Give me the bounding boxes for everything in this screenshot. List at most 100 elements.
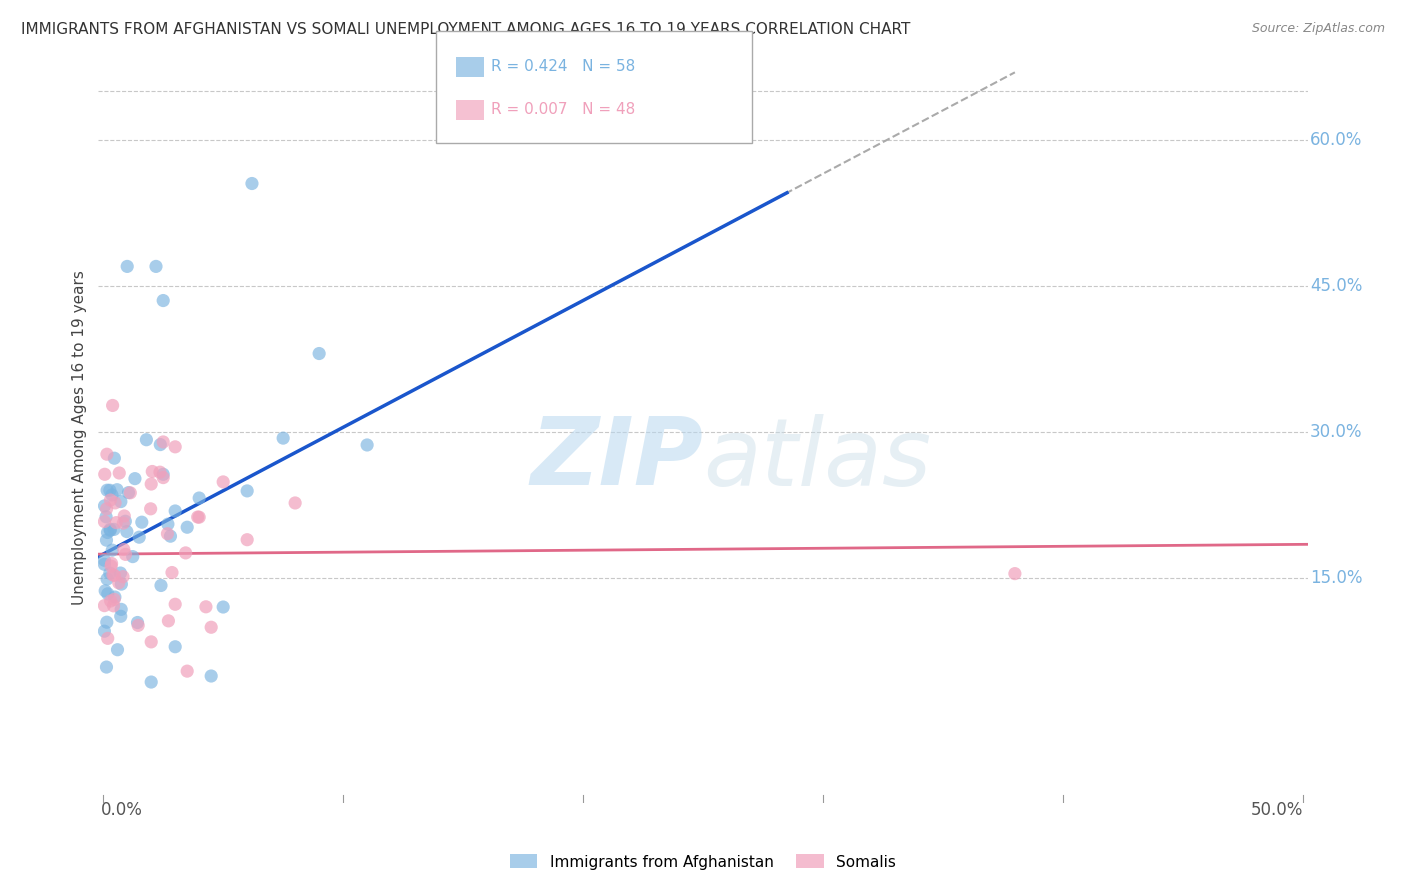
Point bbox=[212, 600, 235, 615]
Point bbox=[100, 594, 122, 608]
Point bbox=[124, 472, 146, 486]
Point bbox=[108, 466, 131, 480]
Point bbox=[103, 599, 125, 613]
Text: Source: ZipAtlas.com: Source: ZipAtlas.com bbox=[1251, 22, 1385, 36]
Point bbox=[149, 437, 172, 451]
Point bbox=[96, 615, 118, 630]
Point bbox=[356, 438, 378, 452]
Point bbox=[176, 664, 198, 678]
Legend: Immigrants from Afghanistan, Somalis: Immigrants from Afghanistan, Somalis bbox=[503, 848, 903, 876]
Point bbox=[115, 524, 138, 539]
Point bbox=[157, 614, 180, 628]
Text: 50.0%: 50.0% bbox=[1250, 801, 1303, 819]
Point bbox=[117, 485, 139, 500]
Point bbox=[165, 640, 187, 654]
Point bbox=[98, 524, 121, 538]
Point bbox=[152, 293, 174, 308]
Point bbox=[100, 559, 122, 574]
Point bbox=[93, 515, 115, 529]
Point bbox=[103, 523, 125, 537]
Text: IMMIGRANTS FROM AFGHANISTAN VS SOMALI UNEMPLOYMENT AMONG AGES 16 TO 19 YEARS COR: IMMIGRANTS FROM AFGHANISTAN VS SOMALI UN… bbox=[21, 22, 911, 37]
Y-axis label: Unemployment Among Ages 16 to 19 years: Unemployment Among Ages 16 to 19 years bbox=[72, 269, 87, 605]
Point bbox=[98, 566, 121, 581]
Point bbox=[93, 467, 115, 482]
Point bbox=[236, 533, 259, 547]
Point bbox=[174, 546, 197, 560]
Point bbox=[107, 575, 129, 590]
Point bbox=[141, 465, 163, 479]
Point bbox=[145, 260, 167, 274]
Point bbox=[93, 553, 115, 567]
Point bbox=[103, 568, 125, 582]
Point bbox=[236, 483, 259, 498]
Point bbox=[188, 510, 211, 524]
Text: R = 0.424   N = 58: R = 0.424 N = 58 bbox=[491, 60, 636, 74]
Point bbox=[284, 496, 307, 510]
Point bbox=[112, 508, 135, 523]
Point bbox=[120, 485, 142, 500]
Point bbox=[115, 260, 138, 274]
Text: R = 0.007   N = 48: R = 0.007 N = 48 bbox=[491, 103, 636, 117]
Point bbox=[96, 483, 118, 498]
Point bbox=[96, 501, 118, 516]
Point bbox=[156, 526, 179, 541]
Point bbox=[152, 467, 174, 482]
Point bbox=[110, 609, 132, 624]
Point bbox=[139, 501, 162, 516]
Point bbox=[152, 470, 174, 484]
Point bbox=[152, 434, 174, 449]
Point bbox=[200, 669, 222, 683]
Point bbox=[94, 509, 117, 524]
Point bbox=[159, 529, 181, 543]
Point bbox=[165, 504, 187, 518]
Point bbox=[110, 566, 132, 580]
Point bbox=[128, 530, 150, 544]
Point bbox=[212, 475, 235, 489]
Point bbox=[93, 624, 115, 639]
Point bbox=[101, 543, 124, 558]
Point bbox=[111, 569, 134, 583]
Point bbox=[96, 572, 118, 586]
Point bbox=[149, 465, 172, 479]
Point bbox=[98, 483, 121, 498]
Point bbox=[96, 447, 118, 461]
Text: 30.0%: 30.0% bbox=[1310, 423, 1362, 442]
Point bbox=[104, 590, 127, 604]
Point bbox=[141, 477, 163, 491]
Point bbox=[101, 488, 124, 502]
Point bbox=[150, 578, 173, 592]
Text: 60.0%: 60.0% bbox=[1310, 130, 1362, 149]
Point bbox=[240, 177, 263, 191]
Point bbox=[200, 620, 222, 634]
Point bbox=[110, 602, 132, 616]
Point bbox=[1004, 566, 1026, 581]
Text: 0.0%: 0.0% bbox=[101, 801, 142, 819]
Point bbox=[308, 346, 330, 360]
Point bbox=[127, 615, 149, 630]
Point bbox=[165, 440, 187, 454]
Point bbox=[104, 496, 127, 510]
Point bbox=[110, 577, 132, 591]
Point bbox=[160, 566, 183, 580]
Point bbox=[156, 517, 179, 532]
Point bbox=[165, 597, 187, 611]
Point bbox=[100, 557, 122, 571]
Point bbox=[194, 599, 217, 614]
Text: 15.0%: 15.0% bbox=[1310, 569, 1362, 588]
Point bbox=[107, 642, 129, 657]
Point bbox=[97, 587, 120, 601]
Point bbox=[97, 632, 120, 646]
Point bbox=[98, 522, 121, 536]
Point bbox=[105, 516, 128, 530]
Point bbox=[141, 635, 163, 649]
Point bbox=[127, 618, 149, 632]
Point bbox=[187, 510, 209, 524]
Point bbox=[112, 516, 135, 530]
Point bbox=[93, 558, 115, 572]
Point bbox=[101, 399, 124, 413]
Point bbox=[131, 515, 153, 529]
Point bbox=[93, 599, 115, 613]
Text: ZIP: ZIP bbox=[530, 413, 703, 505]
Point bbox=[101, 568, 124, 582]
Point bbox=[96, 660, 118, 674]
